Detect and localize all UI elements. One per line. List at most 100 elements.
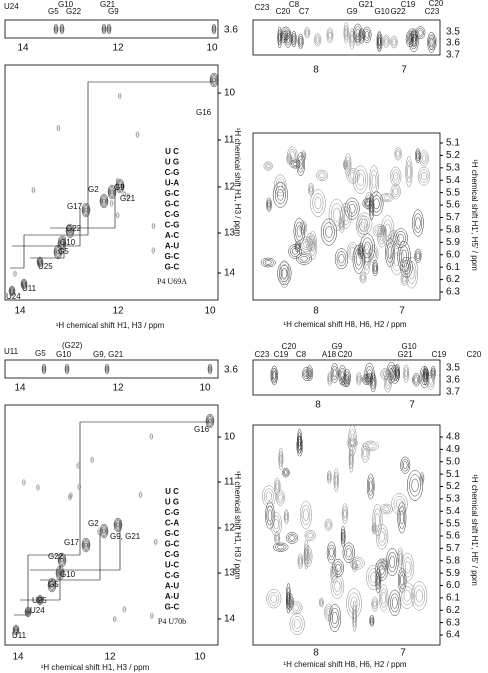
contour xyxy=(395,231,406,246)
contour xyxy=(287,591,290,605)
contour xyxy=(38,598,42,602)
contour xyxy=(324,603,334,621)
contour xyxy=(390,365,400,384)
y-tick-label: 5.2 xyxy=(446,150,460,161)
contour xyxy=(371,377,375,387)
contour xyxy=(359,247,363,255)
contour xyxy=(13,271,17,276)
contour xyxy=(411,581,428,611)
contour xyxy=(356,372,362,386)
contour xyxy=(392,185,400,198)
contour xyxy=(427,374,434,388)
contour xyxy=(212,26,216,32)
peak-label: G5 xyxy=(48,7,59,16)
y-tick-label: 5.5 xyxy=(446,518,460,529)
contour xyxy=(368,568,380,587)
x-tick-label: 10 xyxy=(199,383,211,394)
contour xyxy=(112,615,117,623)
contour xyxy=(416,252,420,260)
structure-row: A-U xyxy=(165,592,179,601)
peak-label: G10 xyxy=(374,7,390,16)
contour xyxy=(63,237,66,242)
contour xyxy=(275,177,285,194)
contour xyxy=(377,225,387,248)
contour xyxy=(365,200,370,206)
contour xyxy=(123,607,126,612)
contour xyxy=(349,30,355,47)
contour xyxy=(367,443,375,449)
contour xyxy=(334,248,349,270)
contour xyxy=(271,368,277,383)
contour xyxy=(81,202,91,218)
contour xyxy=(117,182,123,190)
contour xyxy=(349,449,353,469)
peak-label: G9 xyxy=(108,7,119,16)
contour xyxy=(289,535,295,541)
contour xyxy=(270,594,278,603)
contour xyxy=(383,506,390,512)
x-tick-label: 12 xyxy=(112,383,124,394)
contour xyxy=(378,228,386,245)
x-tick-label: 8 xyxy=(313,306,319,317)
structure-row: C-G xyxy=(165,508,180,517)
contour xyxy=(90,456,94,464)
contour xyxy=(272,542,289,552)
contour xyxy=(348,203,356,214)
peak-label: C23 xyxy=(255,3,270,12)
contour xyxy=(42,365,46,373)
y-tick-label: 5.0 xyxy=(446,456,460,467)
contour xyxy=(400,456,411,474)
contour xyxy=(390,593,400,613)
structure-row: G-C xyxy=(165,529,180,538)
contour xyxy=(350,453,353,466)
contour xyxy=(400,272,409,286)
contour xyxy=(99,193,109,209)
structure-row: U C xyxy=(165,147,179,156)
peak-label: C7 xyxy=(299,7,310,16)
y-tick-label: 6.1 xyxy=(446,262,460,273)
contour xyxy=(69,228,73,233)
y-axis-label: ¹H chemical shift H1, H3 / ppm xyxy=(233,471,242,580)
contour xyxy=(115,521,121,529)
contour xyxy=(341,531,345,542)
contour xyxy=(400,574,405,586)
contour xyxy=(342,159,349,170)
contour xyxy=(59,23,65,35)
contour xyxy=(397,547,404,568)
structure-row: G-C xyxy=(165,189,180,198)
contour xyxy=(301,504,311,526)
contour xyxy=(383,371,388,377)
contour xyxy=(389,243,404,276)
contour xyxy=(376,524,389,550)
connectivity xyxy=(50,190,116,229)
contour xyxy=(275,543,287,551)
contour xyxy=(263,161,273,171)
contour xyxy=(381,592,386,604)
structure-row: A-U xyxy=(165,242,179,251)
contour xyxy=(330,203,343,227)
y-tick-label: 3.7 xyxy=(446,50,460,61)
x-tick-label: 8 xyxy=(315,400,321,411)
contour xyxy=(123,192,126,197)
contour xyxy=(303,240,310,248)
contour xyxy=(327,29,333,41)
contour xyxy=(356,373,362,384)
contour xyxy=(415,589,423,603)
y-tick-label: 10 xyxy=(224,432,236,443)
contour xyxy=(38,597,42,603)
strip-y-tick: 3.6 xyxy=(224,365,238,376)
contour xyxy=(348,445,354,473)
contour xyxy=(289,613,305,636)
contour xyxy=(83,540,89,550)
contour xyxy=(354,248,364,270)
contour xyxy=(271,372,276,380)
contour xyxy=(360,442,370,463)
contour xyxy=(59,555,65,565)
contour xyxy=(283,509,289,525)
peak-label: G10 xyxy=(58,0,74,9)
contour xyxy=(277,26,282,49)
contour xyxy=(382,559,388,568)
contour xyxy=(37,258,43,266)
contour xyxy=(390,183,401,200)
peak-label: G5 xyxy=(48,580,59,589)
